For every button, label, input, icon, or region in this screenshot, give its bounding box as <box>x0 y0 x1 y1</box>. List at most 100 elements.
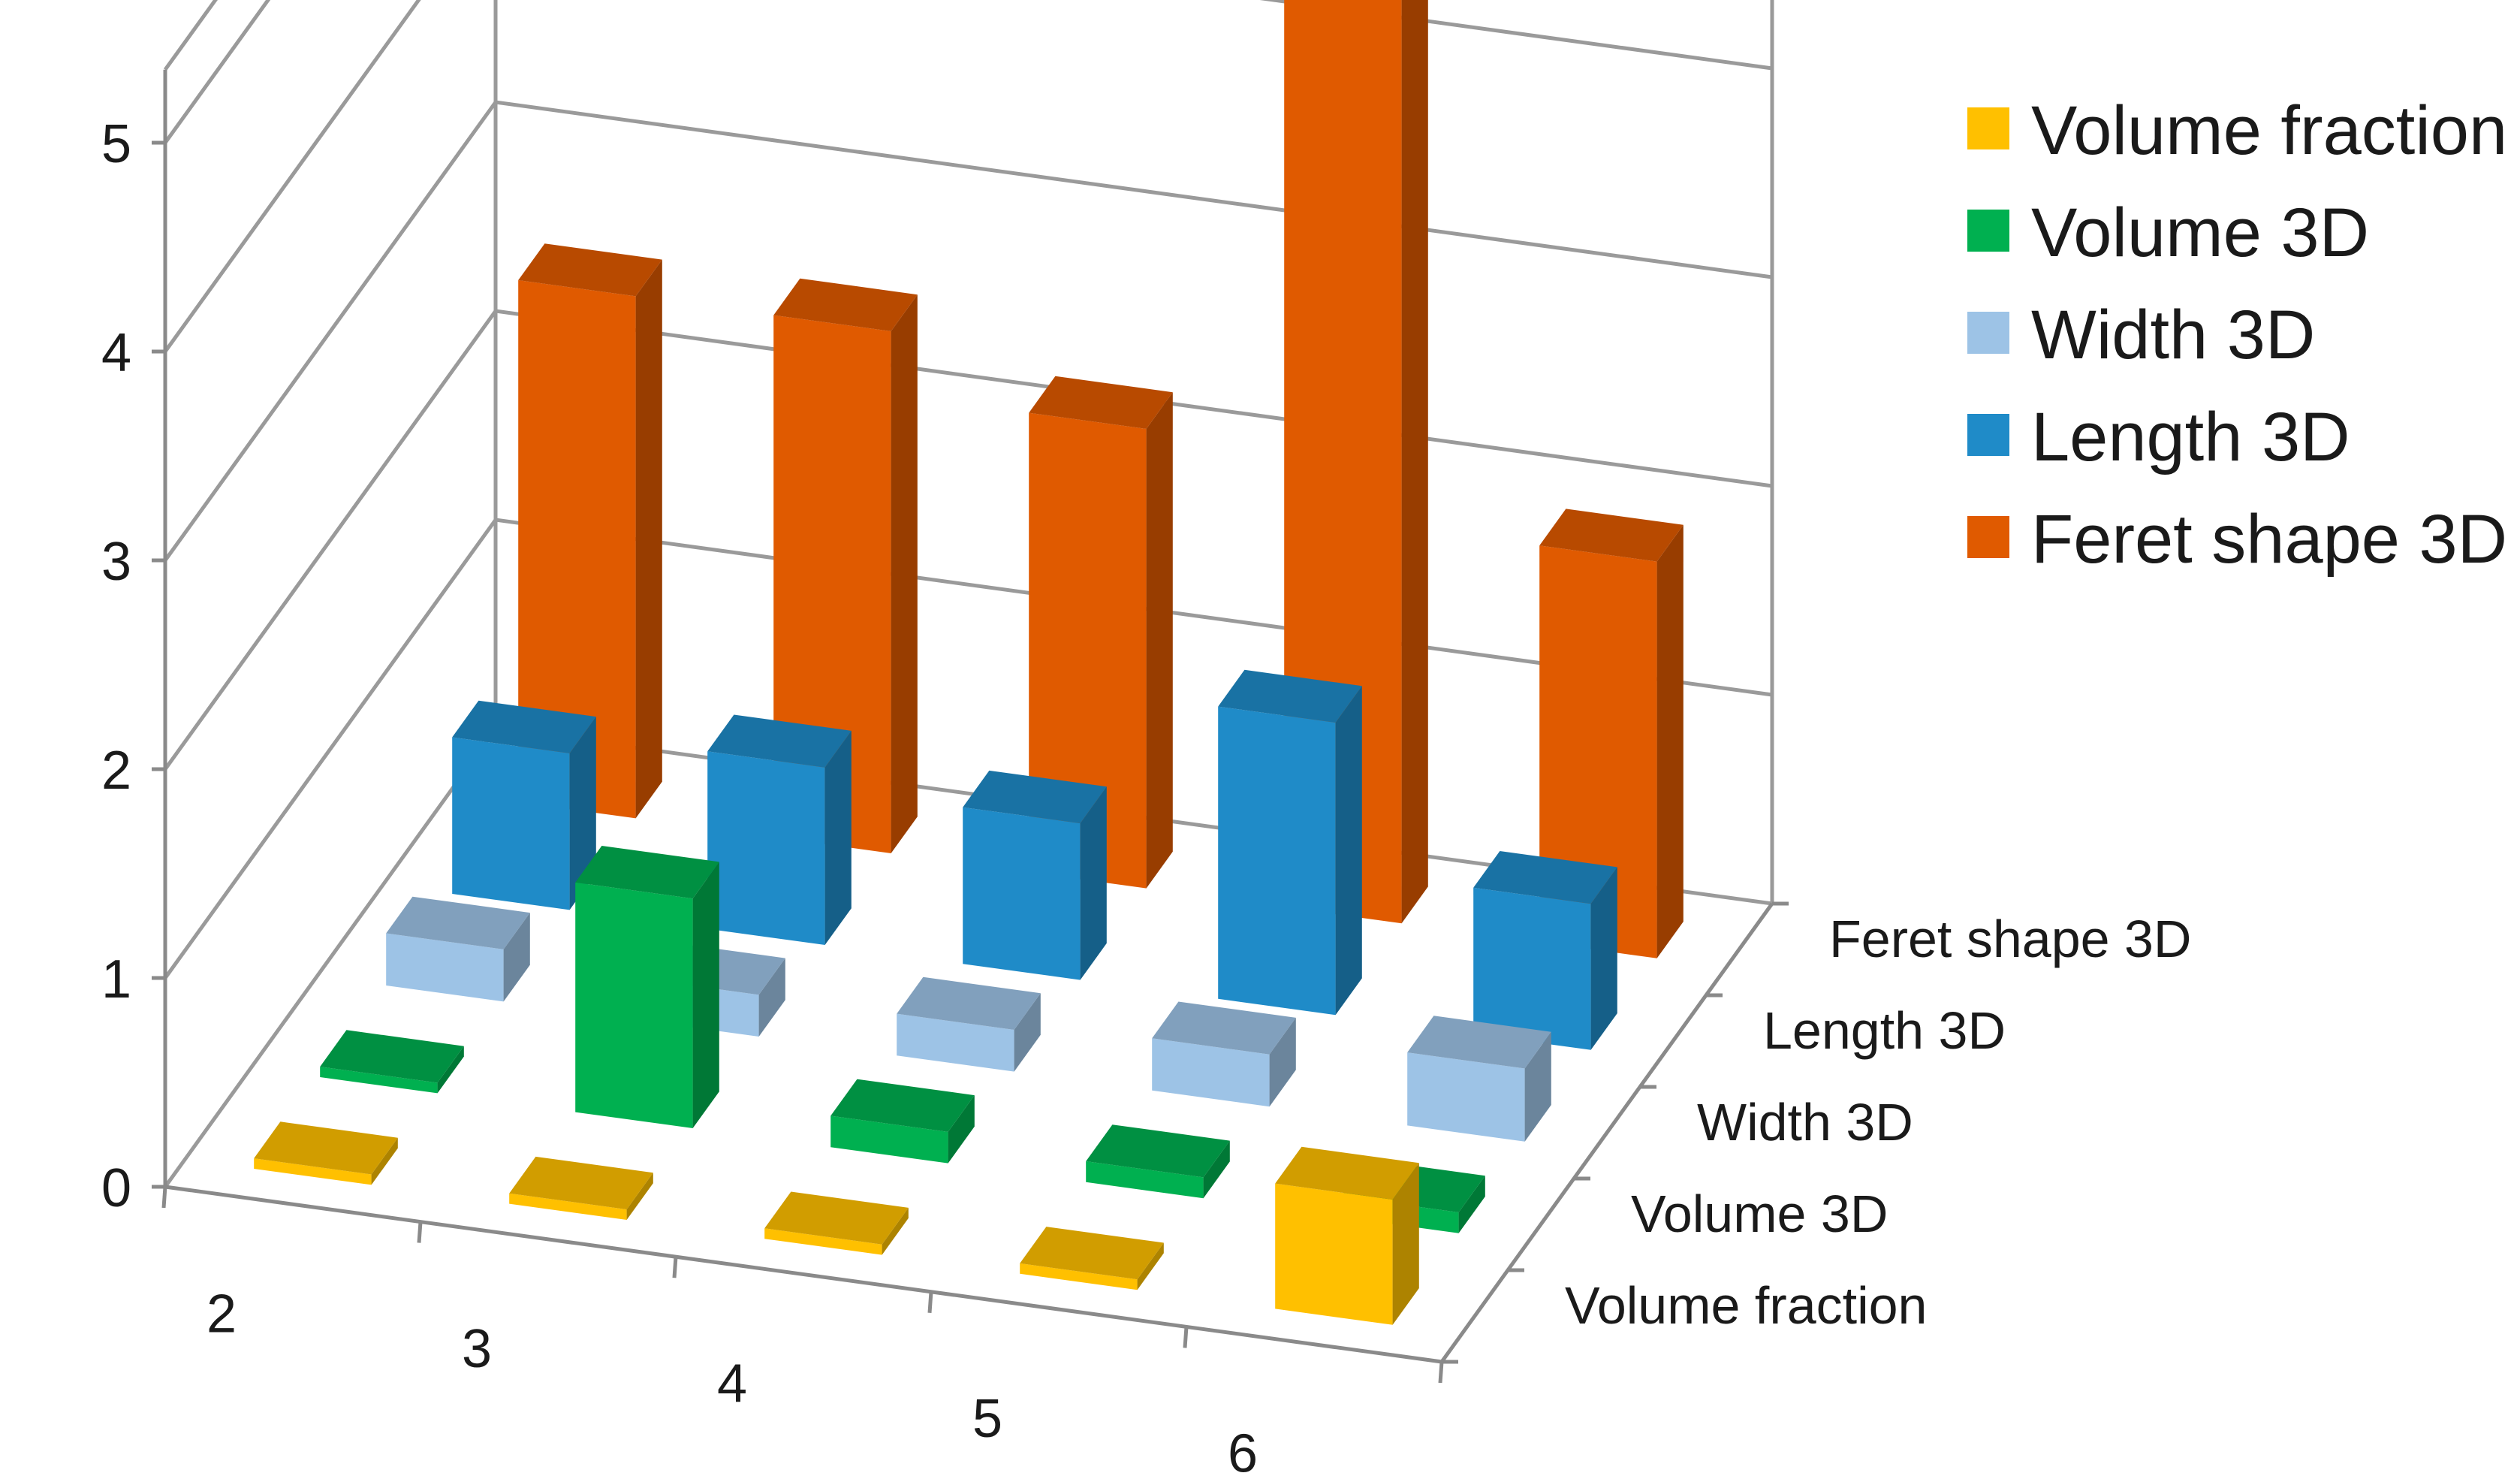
bar-length-3d-3: Length 3D 3: 0.85 <box>707 714 852 945</box>
bar-front-face <box>1539 545 1657 958</box>
value-tick-label: 4 <box>101 323 131 383</box>
value-tick-label: 0 <box>101 1158 131 1218</box>
bar-front-face <box>764 1228 882 1255</box>
bar-front-face <box>1020 1263 1138 1290</box>
bar-top-face <box>830 1079 975 1132</box>
bar-side-face <box>1146 392 1173 889</box>
legend-swatch <box>1967 516 2009 558</box>
value-tick-label: 5 <box>101 114 131 174</box>
bar-side-face <box>1014 993 1041 1072</box>
bar-top-face <box>707 714 852 768</box>
category-tick-mark <box>1438 1361 1444 1384</box>
bar-side-face <box>569 717 596 910</box>
bar-width-3d-4: Width 3D 4: 0.2 <box>897 976 1041 1072</box>
bar-feret-shape-3d-4: Feret shape 3D 4: 2.2 <box>1029 376 1173 889</box>
bar-front-face <box>320 1067 438 1094</box>
bar-front-face <box>1152 1038 1270 1107</box>
bar-top-face <box>963 770 1107 824</box>
bar-top-face <box>1473 851 1617 904</box>
bar-top-face <box>764 1191 909 1245</box>
bar-top-face <box>1086 1124 1230 1178</box>
value-tick-label: 3 <box>101 532 131 592</box>
bar-top-face <box>1020 1227 1164 1280</box>
bar-top-face <box>1275 1146 1419 1200</box>
gridline-2 <box>163 309 1773 771</box>
bar-side-face <box>1524 1031 1551 1142</box>
bar-side-face <box>371 1137 398 1185</box>
legend: Volume fraction Volume 3D Width 3D Length 3… <box>1967 92 2507 578</box>
legend-label: Length 3D <box>2031 399 2350 475</box>
legend-item-feret-shape-3d: Feret shape 3D <box>1967 501 2507 578</box>
category-label-6: 6 <box>1228 1424 1258 1482</box>
gridline-5 <box>163 0 271 144</box>
bar-side-face <box>758 958 785 1037</box>
bar-side-face <box>891 294 918 853</box>
bar-top-face <box>1029 376 1173 429</box>
value-tick-label: 1 <box>101 949 131 1010</box>
bar-side-face <box>882 1207 909 1255</box>
category-tick-mark <box>927 1291 933 1313</box>
category-tick-mark <box>417 1221 423 1243</box>
category-label-5: 5 <box>972 1389 1002 1449</box>
bar-length-3d-2: Length 3D 2: 0.75 <box>452 700 596 910</box>
legend-swatch <box>1967 414 2009 456</box>
bar-volume-3d-3: Volume 3D 3: 1.1 <box>575 846 719 1128</box>
bar-front-face <box>254 1158 372 1185</box>
bar-top-face <box>1407 1016 1551 1069</box>
bar-top-face <box>1218 669 1362 723</box>
bar-side-face <box>1401 0 1428 924</box>
category-label-3: 3 <box>462 1319 492 1379</box>
gridline-3 <box>163 100 1773 562</box>
bar-top-face <box>1539 509 1684 562</box>
bar-front-face <box>509 1193 627 1220</box>
bar-volume-3d-5: Volume 3D 5: 0.1 <box>1086 1124 1230 1199</box>
bar-side-face <box>626 1173 653 1220</box>
series-axis-label-feret-shape-3d: Feret shape 3D <box>1829 910 2191 968</box>
bar-side-face <box>503 913 530 1002</box>
bar-top-face <box>254 1121 398 1175</box>
legend-swatch <box>1967 107 2009 149</box>
bar-volume-3d-2: Volume 3D 2: 0.05 <box>320 1030 464 1094</box>
bar-side-face <box>437 1046 464 1094</box>
bar-side-face <box>635 259 662 819</box>
bar-volume-fraction-3: Volume fraction 3: 0.05 <box>509 1156 653 1220</box>
bar-side-face <box>1335 686 1362 1016</box>
bar-side-face <box>1137 1242 1164 1290</box>
bar-length-3d-5: Length 3D 5: 1.4 <box>1218 669 1362 1016</box>
bar-front-face <box>897 1013 1014 1072</box>
series-axis-line <box>1439 902 1774 1363</box>
series-axis-label-length-3d: Length 3D <box>1763 1001 2006 1060</box>
bar-feret-shape-3d-3: Feret shape 3D 3: 2.5 <box>773 278 918 854</box>
bar-feret-shape-3d-2: Feret shape 3D 2: 2.5 <box>518 243 662 819</box>
bar-top-face <box>509 1156 653 1210</box>
bar-front-face <box>830 1115 948 1164</box>
series-axis-label-volume-3d: Volume 3D <box>1631 1185 1888 1243</box>
series-axis-label-width-3d: Width 3D <box>1697 1093 1913 1151</box>
gridline-4 <box>163 0 1773 353</box>
bar-width-3d-5: Width 3D 5: 0.25 <box>1152 1001 1296 1107</box>
bar-top-face <box>386 896 530 949</box>
bar-front-face <box>386 933 504 1002</box>
legend-item-length-3d: Length 3D <box>1967 399 2350 475</box>
bar-front-face <box>963 807 1081 980</box>
category-tick-mark <box>1183 1327 1189 1348</box>
bar-side-face <box>1080 786 1107 980</box>
legend-label: Volume 3D <box>2031 195 2369 271</box>
bar-side-face <box>824 730 852 945</box>
bar-top-face <box>575 846 719 899</box>
series-axis-label-volume-fraction: Volume fraction <box>1565 1276 1927 1335</box>
bar-top-face <box>773 278 918 331</box>
bar-volume-fraction-6: Volume fraction 6: 0.6 <box>1275 1146 1419 1325</box>
bar-front-face <box>773 315 891 854</box>
bar-volume-fraction-5: Volume fraction 5: 0.05 <box>1020 1227 1164 1290</box>
bar-length-3d-4: Length 3D 4: 0.75 <box>963 770 1107 980</box>
bar-top-face <box>452 700 596 753</box>
legend-label: Volume fraction <box>2031 92 2507 169</box>
bar-front-face <box>1275 1183 1393 1325</box>
bar-side-face <box>1392 1163 1419 1325</box>
legend-swatch <box>1967 312 2009 354</box>
bar-side-face <box>1656 524 1684 958</box>
bar-front-face <box>1407 1052 1525 1142</box>
bar-length-3d-6: Length 3D 6: 0.7 <box>1473 851 1617 1050</box>
